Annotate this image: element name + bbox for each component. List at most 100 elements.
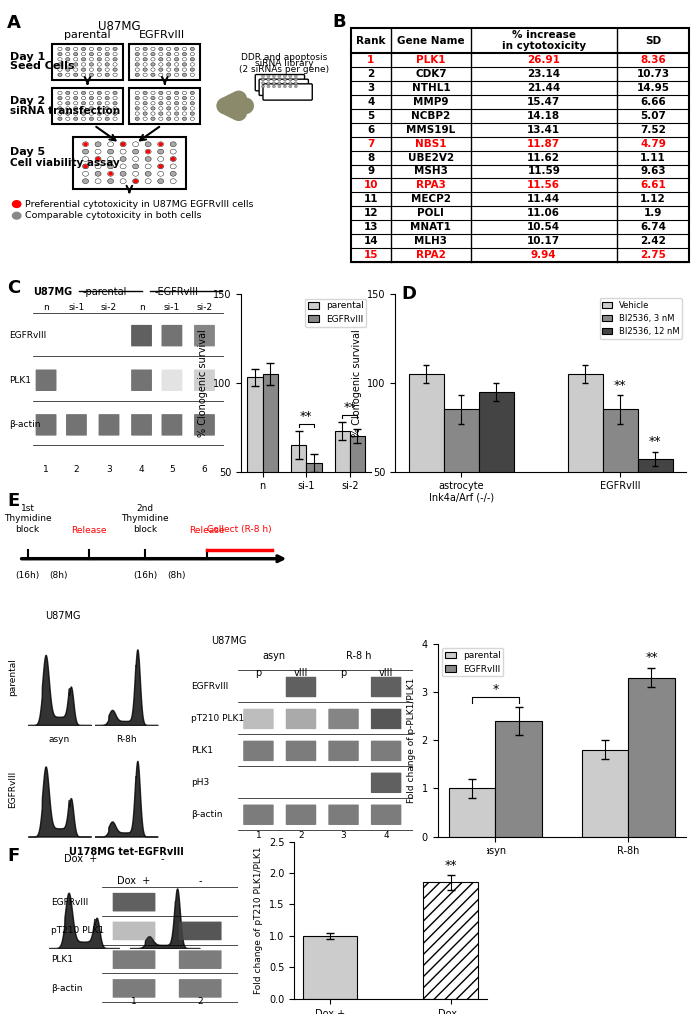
Text: 6: 6 <box>202 464 207 474</box>
FancyBboxPatch shape <box>113 980 155 998</box>
Text: parental: parental <box>64 29 111 40</box>
Bar <box>638 459 673 560</box>
Text: 3: 3 <box>106 464 112 474</box>
Y-axis label: % Clonogenic survival: % Clonogenic survival <box>351 329 362 437</box>
Circle shape <box>135 63 139 66</box>
Circle shape <box>81 68 85 71</box>
Circle shape <box>143 117 147 121</box>
Bar <box>335 431 350 560</box>
Circle shape <box>90 53 94 56</box>
Circle shape <box>105 53 109 56</box>
Circle shape <box>83 156 89 161</box>
Circle shape <box>81 101 85 104</box>
Text: -: - <box>199 876 202 886</box>
Text: Release: Release <box>71 526 107 534</box>
Circle shape <box>66 68 70 71</box>
Text: 11: 11 <box>363 195 378 205</box>
Text: si-1: si-1 <box>164 303 180 312</box>
FancyBboxPatch shape <box>162 414 182 436</box>
Text: p: p <box>340 668 346 677</box>
Circle shape <box>174 96 179 99</box>
Circle shape <box>83 171 89 176</box>
Circle shape <box>159 96 163 99</box>
Bar <box>444 410 479 560</box>
Circle shape <box>108 164 113 168</box>
Text: 4.79: 4.79 <box>640 139 666 149</box>
Circle shape <box>113 91 117 94</box>
Bar <box>582 750 628 837</box>
Circle shape <box>105 101 109 104</box>
Text: Release: Release <box>189 526 225 534</box>
Text: 3: 3 <box>368 83 374 92</box>
Circle shape <box>145 156 151 161</box>
Text: D: D <box>401 285 416 303</box>
Circle shape <box>167 112 171 116</box>
Text: Rank: Rank <box>356 35 386 46</box>
Text: 5: 5 <box>368 111 374 121</box>
Circle shape <box>58 91 62 94</box>
Bar <box>307 462 321 560</box>
Circle shape <box>84 143 88 146</box>
Bar <box>628 677 675 837</box>
Circle shape <box>66 106 70 111</box>
Text: 11.56: 11.56 <box>527 180 560 191</box>
Text: 2: 2 <box>197 997 203 1006</box>
Circle shape <box>135 58 139 61</box>
Circle shape <box>190 53 195 56</box>
Circle shape <box>97 91 102 94</box>
Circle shape <box>278 85 281 88</box>
Text: NCBP2: NCBP2 <box>412 111 451 121</box>
Text: Day 5: Day 5 <box>10 147 46 157</box>
Text: MMS19L: MMS19L <box>406 125 456 135</box>
Text: 4: 4 <box>368 96 374 106</box>
Bar <box>130 88 200 124</box>
Text: NTHL1: NTHL1 <box>412 83 450 92</box>
Text: E: E <box>7 492 20 510</box>
Text: RPA2: RPA2 <box>416 250 446 261</box>
FancyBboxPatch shape <box>371 676 401 698</box>
Text: **: ** <box>649 435 661 448</box>
Circle shape <box>294 85 298 88</box>
Circle shape <box>159 63 163 66</box>
Circle shape <box>143 96 147 99</box>
Circle shape <box>132 142 139 147</box>
Circle shape <box>143 73 147 76</box>
Circle shape <box>74 106 78 111</box>
Text: pH3: pH3 <box>191 779 209 787</box>
Circle shape <box>167 73 171 76</box>
Circle shape <box>145 164 151 168</box>
Circle shape <box>58 106 62 111</box>
Circle shape <box>159 101 163 104</box>
Circle shape <box>134 179 137 183</box>
Text: **: ** <box>444 859 457 872</box>
Legend: Vehicle, BI2536, 3 nM, BI2536, 12 nM: Vehicle, BI2536, 3 nM, BI2536, 12 nM <box>599 298 682 339</box>
Bar <box>424 882 478 999</box>
Text: CDK7: CDK7 <box>415 69 447 79</box>
Text: 21.44: 21.44 <box>527 83 561 92</box>
Circle shape <box>120 171 126 176</box>
Circle shape <box>145 178 151 184</box>
Text: 2: 2 <box>298 831 304 841</box>
Circle shape <box>143 48 147 51</box>
Circle shape <box>182 58 187 61</box>
Text: RPA3: RPA3 <box>416 180 446 191</box>
Text: A: A <box>7 14 21 32</box>
Circle shape <box>278 78 281 81</box>
Circle shape <box>74 91 78 94</box>
Circle shape <box>145 149 151 154</box>
Circle shape <box>289 85 292 88</box>
Text: si-2: si-2 <box>197 303 213 312</box>
Circle shape <box>174 58 179 61</box>
Circle shape <box>158 171 164 176</box>
Circle shape <box>13 212 21 219</box>
FancyBboxPatch shape <box>328 740 359 762</box>
Circle shape <box>95 149 101 154</box>
Circle shape <box>272 82 276 84</box>
Bar <box>350 436 365 560</box>
Circle shape <box>108 142 113 147</box>
FancyBboxPatch shape <box>178 980 222 998</box>
Circle shape <box>74 73 78 76</box>
FancyBboxPatch shape <box>113 922 155 940</box>
Bar <box>568 374 603 560</box>
FancyBboxPatch shape <box>243 804 274 825</box>
